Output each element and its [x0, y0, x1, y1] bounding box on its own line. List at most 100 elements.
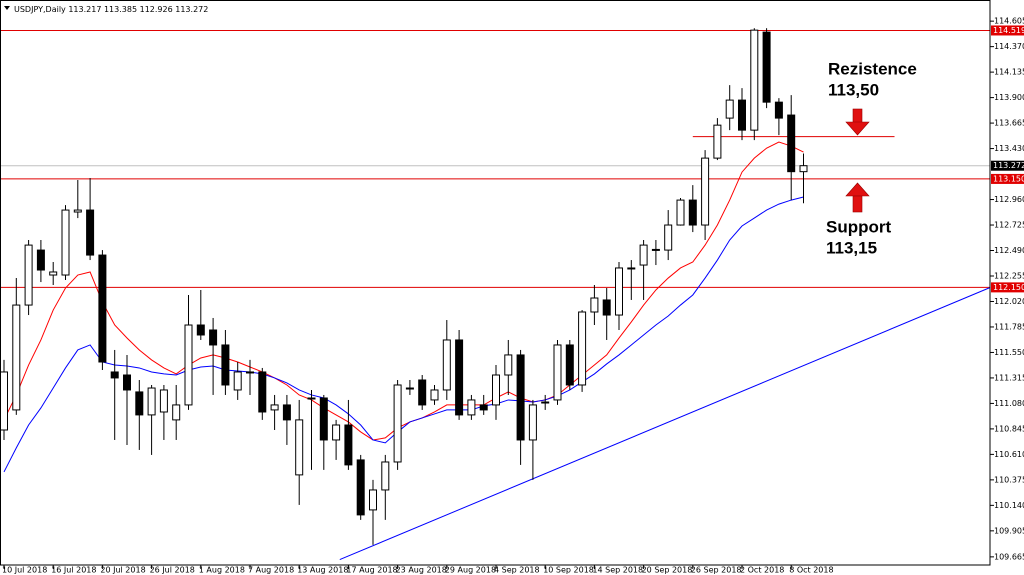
candle-body — [528, 404, 537, 441]
candle-body — [774, 101, 783, 119]
x-tick-label: 20 Sep 2018 — [642, 566, 693, 575]
header: USDJPY,Daily 113.217 113.385 112.926 113… — [14, 5, 208, 14]
candle-body — [442, 339, 451, 391]
annotation: Rezistence — [828, 59, 917, 78]
candle-body — [159, 389, 168, 413]
symbol-title: USDJPY,Daily — [14, 5, 66, 14]
header-open: 113.217 — [68, 5, 101, 14]
y-tick-label: 109.665 — [994, 552, 1024, 561]
arrow-head — [845, 121, 870, 136]
axes: 114.605 114.370 114.135 113.900 113.665 113.4… — [2, 17, 1024, 575]
x-tick-label: 7 Aug 2018 — [248, 566, 294, 575]
candle-body — [504, 354, 513, 376]
x-tick-label: 17 Aug 2018 — [346, 566, 397, 575]
candle-body — [307, 397, 316, 400]
candle-body — [49, 271, 58, 276]
candle-body — [430, 389, 439, 401]
candle-body — [578, 311, 587, 386]
candle-body — [492, 374, 500, 406]
candle-body — [738, 99, 746, 131]
candle-body — [295, 419, 304, 476]
x-tick-label: 26 Jul 2018 — [150, 566, 195, 575]
candle-body — [123, 374, 131, 391]
level-label: 114.519 — [993, 26, 1024, 35]
candle-body — [787, 114, 796, 173]
candle-body — [221, 344, 230, 386]
y-tick-label: 111.785 — [994, 322, 1024, 331]
y-tick-label: 111.080 — [994, 399, 1024, 408]
y-tick-label: 114.370 — [994, 42, 1024, 51]
candle-body — [516, 354, 525, 441]
y-tick-label: 110.140 — [994, 501, 1024, 510]
candle-body — [0, 371, 8, 431]
candle-body — [639, 244, 648, 266]
candle-body — [73, 209, 82, 213]
level-label-box — [991, 25, 1024, 36]
candle-body — [418, 379, 427, 406]
candle-body — [36, 249, 45, 271]
x-tick-label: 20 Jul 2018 — [100, 566, 145, 575]
candle-body — [725, 99, 734, 119]
x-tick-label: 10 Jul 2018 — [2, 566, 47, 575]
arrow-shaft — [852, 195, 863, 213]
y-tick-label: 110.845 — [994, 424, 1024, 433]
candle-body — [110, 371, 119, 379]
candle-body — [467, 399, 476, 416]
x-tick-label: 13 Aug 2018 — [297, 566, 348, 575]
candle-body — [627, 267, 636, 270]
y-tick-label: 110.610 — [994, 450, 1024, 459]
header-high: 113.385 — [104, 5, 137, 14]
trendline — [339, 286, 991, 561]
arrow-shaft — [852, 108, 863, 124]
plot-area — [0, 28, 991, 561]
candle-body — [209, 329, 218, 346]
x-tick-label: 16 Jul 2018 — [51, 566, 96, 575]
menu-triangle[interactable] — [4, 6, 10, 10]
moving-average — [3, 141, 804, 441]
candle-body — [369, 489, 377, 511]
candle-body — [24, 244, 33, 306]
candle-body — [750, 29, 759, 131]
candle-body — [184, 324, 193, 406]
y-tick-label: 112.725 — [994, 221, 1024, 230]
candle-body — [172, 404, 181, 421]
annotation: 113,50 — [828, 80, 879, 99]
x-tick-label: 14 Sep 2018 — [592, 566, 643, 575]
candle-body — [61, 209, 70, 276]
candle-body — [86, 209, 95, 256]
y-tick-label: 112.255 — [994, 271, 1024, 280]
candle-body — [282, 404, 291, 421]
x-tick-label: 10 Sep 2018 — [543, 566, 594, 575]
candle-body — [762, 31, 771, 103]
arrow-up — [845, 182, 870, 213]
candle-body — [135, 391, 144, 416]
candle-body — [676, 199, 685, 226]
y-tick-label: 112.020 — [994, 297, 1024, 306]
level-label: 112.150 — [993, 283, 1024, 292]
last-price-box — [991, 160, 1024, 171]
candle-body — [270, 404, 279, 411]
candle-body — [196, 324, 205, 336]
candle-body — [541, 401, 550, 404]
candle-body — [344, 424, 353, 466]
y-tick-label: 114.135 — [994, 68, 1024, 77]
y-tick-label: 110.375 — [994, 475, 1024, 484]
x-tick-label: 8 Oct 2018 — [789, 566, 833, 575]
x-tick-label: 2 Oct 2018 — [740, 566, 784, 575]
candle-body — [98, 254, 107, 363]
level-label-box — [991, 173, 1024, 184]
candle-body — [602, 299, 611, 316]
candle-body — [651, 248, 660, 251]
candle-body — [381, 461, 390, 491]
plot-frame — [0, 0, 991, 566]
candle-body — [479, 404, 488, 411]
candle-body — [332, 424, 341, 441]
arrow-down — [845, 108, 870, 136]
candle-body — [319, 397, 328, 441]
candle-body — [565, 344, 574, 386]
candle-body — [147, 387, 156, 416]
x-tick-label: 26 Sep 2018 — [691, 566, 742, 575]
candle-body — [393, 384, 402, 463]
y-tick-label: 112.960 — [994, 195, 1024, 204]
